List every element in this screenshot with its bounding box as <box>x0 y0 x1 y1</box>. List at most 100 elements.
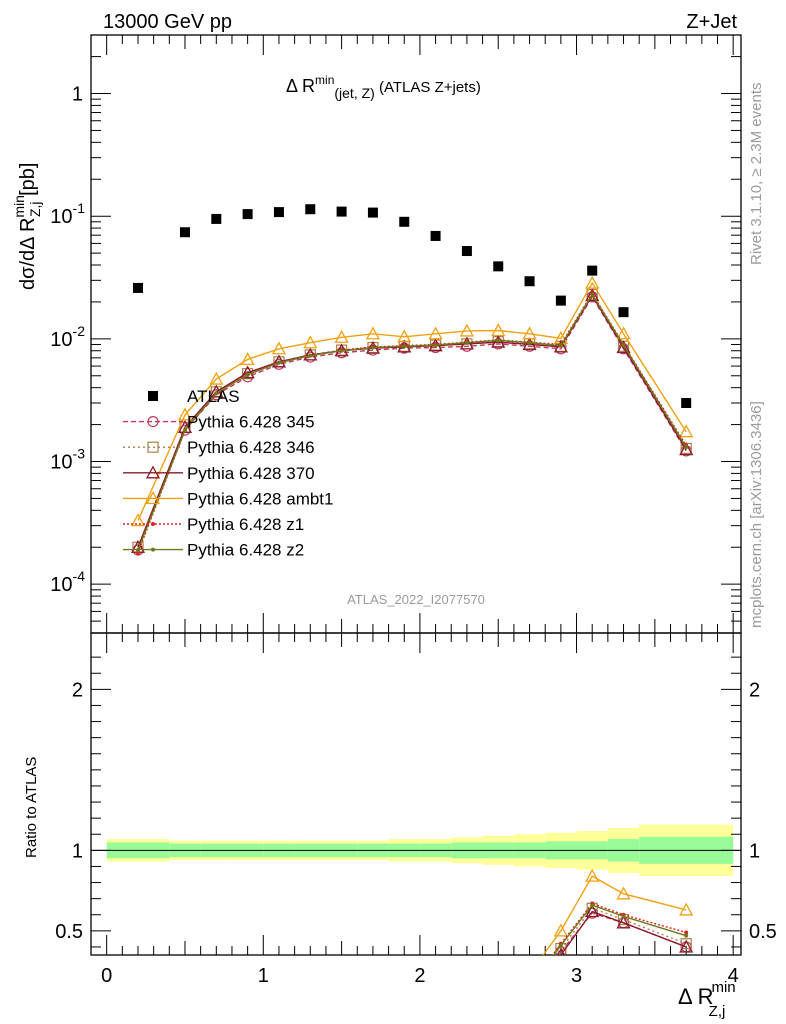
data-point <box>271 341 287 355</box>
ratio-y-tick-label: 2 <box>72 679 83 701</box>
data-point <box>493 261 504 272</box>
main-ylabel: dσ/dΔ RminZ,j [pb] <box>11 163 43 290</box>
legend-marker <box>151 522 155 526</box>
ratio-point <box>616 886 631 900</box>
energy-label: 13000 GeV pp <box>103 11 232 33</box>
data-point <box>179 227 190 238</box>
data-point <box>276 360 281 365</box>
data-point <box>555 295 566 306</box>
data-point <box>339 348 344 353</box>
ratio-point <box>680 938 692 950</box>
data-point <box>527 340 532 345</box>
data-point <box>130 513 146 527</box>
ratio-y-tick-label-right: 0.5 <box>749 921 777 943</box>
y-tick-label: 10-4 <box>50 568 85 596</box>
data-point <box>135 550 140 555</box>
legend-label: ATLAS <box>187 387 240 406</box>
legend: ATLAS Pythia 6.428 345 Pythia 6.428 346 Pyt… <box>123 387 333 560</box>
mcplots-label: mcplots.cern.ch [arXiv:1306.3436] <box>748 401 765 628</box>
ratio-y-tick-label-right: 2 <box>749 679 760 701</box>
ratio-point <box>616 915 631 929</box>
ratio-y-tick-label-right: 1 <box>749 840 760 862</box>
ratio-point <box>590 903 595 908</box>
rivet-label: Rivet 3.1.10, ≥ 2.3M events <box>748 83 765 266</box>
data-point <box>211 213 222 224</box>
data-point <box>618 307 629 318</box>
data-point <box>370 345 375 350</box>
ratio-point <box>621 914 626 919</box>
data-point <box>553 339 568 353</box>
ratio-line-2 <box>560 910 687 955</box>
data-point <box>590 292 595 297</box>
data-point <box>308 353 313 358</box>
ratio-point <box>556 947 565 955</box>
data-point <box>491 323 506 337</box>
data-point <box>177 407 193 421</box>
data-point <box>336 206 347 217</box>
data-point <box>132 282 143 293</box>
ratio-line-3 <box>542 875 687 955</box>
main-title: Δ Rmin(jet, Z) (ATLAS Z+jets) <box>286 73 481 101</box>
data-point <box>461 246 472 257</box>
data-point <box>433 343 438 348</box>
x-tick-label: 4 <box>728 965 739 987</box>
ratio-point <box>585 904 600 918</box>
data-point <box>587 265 598 276</box>
ratio-point <box>679 939 694 953</box>
ratio-series-group <box>542 868 694 955</box>
y-tick-label: 10-1 <box>50 200 85 228</box>
data-point <box>558 343 563 348</box>
legend-marker <box>147 416 159 428</box>
analysis-id: ATLAS_2022_I2077570 <box>347 592 485 607</box>
legend-label: Pythia 6.428 ambt1 <box>187 489 333 508</box>
data-point <box>522 326 537 340</box>
data-point <box>524 276 535 287</box>
data-point <box>242 368 254 380</box>
main-series-group <box>130 204 694 556</box>
ratio-panel: 0 1 2 3 4 0.5 0.5 1 1 2 2 <box>55 632 777 987</box>
legend-label: Pythia 6.428 z1 <box>187 515 304 534</box>
ratio-line-0 <box>557 912 687 955</box>
legend-label: Pythia 6.428 345 <box>187 413 315 432</box>
data-point <box>428 326 443 340</box>
data-point <box>182 428 187 433</box>
y-tick-label: 1 <box>72 84 83 106</box>
data-point <box>496 338 501 343</box>
legend-marker <box>151 547 155 552</box>
data-point <box>365 326 381 340</box>
x-tick-label: 0 <box>101 965 112 987</box>
y-tick-label: 10-2 <box>50 323 85 351</box>
ratio-point <box>679 902 694 916</box>
data-point <box>616 326 631 340</box>
data-point <box>209 371 224 385</box>
data-point <box>491 334 506 348</box>
data-point <box>621 343 626 348</box>
ratio-line-1 <box>555 907 687 955</box>
legend-marker <box>148 391 158 401</box>
legend-label: Pythia 6.428 346 <box>187 438 315 457</box>
series-line-4 <box>137 281 687 521</box>
ratio-point <box>558 943 563 948</box>
legend-marker <box>145 465 161 479</box>
ratio-point <box>684 933 689 938</box>
ratio-ylabel: Ratio to ATLAS <box>23 757 40 858</box>
legend-label: Pythia 6.428 z2 <box>187 541 304 560</box>
ratio-point <box>585 868 600 882</box>
data-point <box>303 335 318 349</box>
y-tick-label: 10-3 <box>50 446 85 474</box>
data-point <box>367 207 378 218</box>
data-point <box>245 372 250 377</box>
data-point <box>464 340 469 345</box>
data-point <box>240 352 255 366</box>
ratio-point <box>553 923 568 937</box>
x-tick-label: 2 <box>414 965 425 987</box>
legend-label: Pythia 6.428 370 <box>187 464 315 483</box>
process-label: Z+Jet <box>686 11 737 33</box>
data-point <box>242 209 253 220</box>
x-tick-label: 1 <box>258 965 269 987</box>
data-point <box>305 204 316 215</box>
main-panel: 10-4 10-3 10-2 10-1 1 <box>50 34 742 634</box>
data-point <box>459 323 474 337</box>
data-point <box>679 424 694 438</box>
